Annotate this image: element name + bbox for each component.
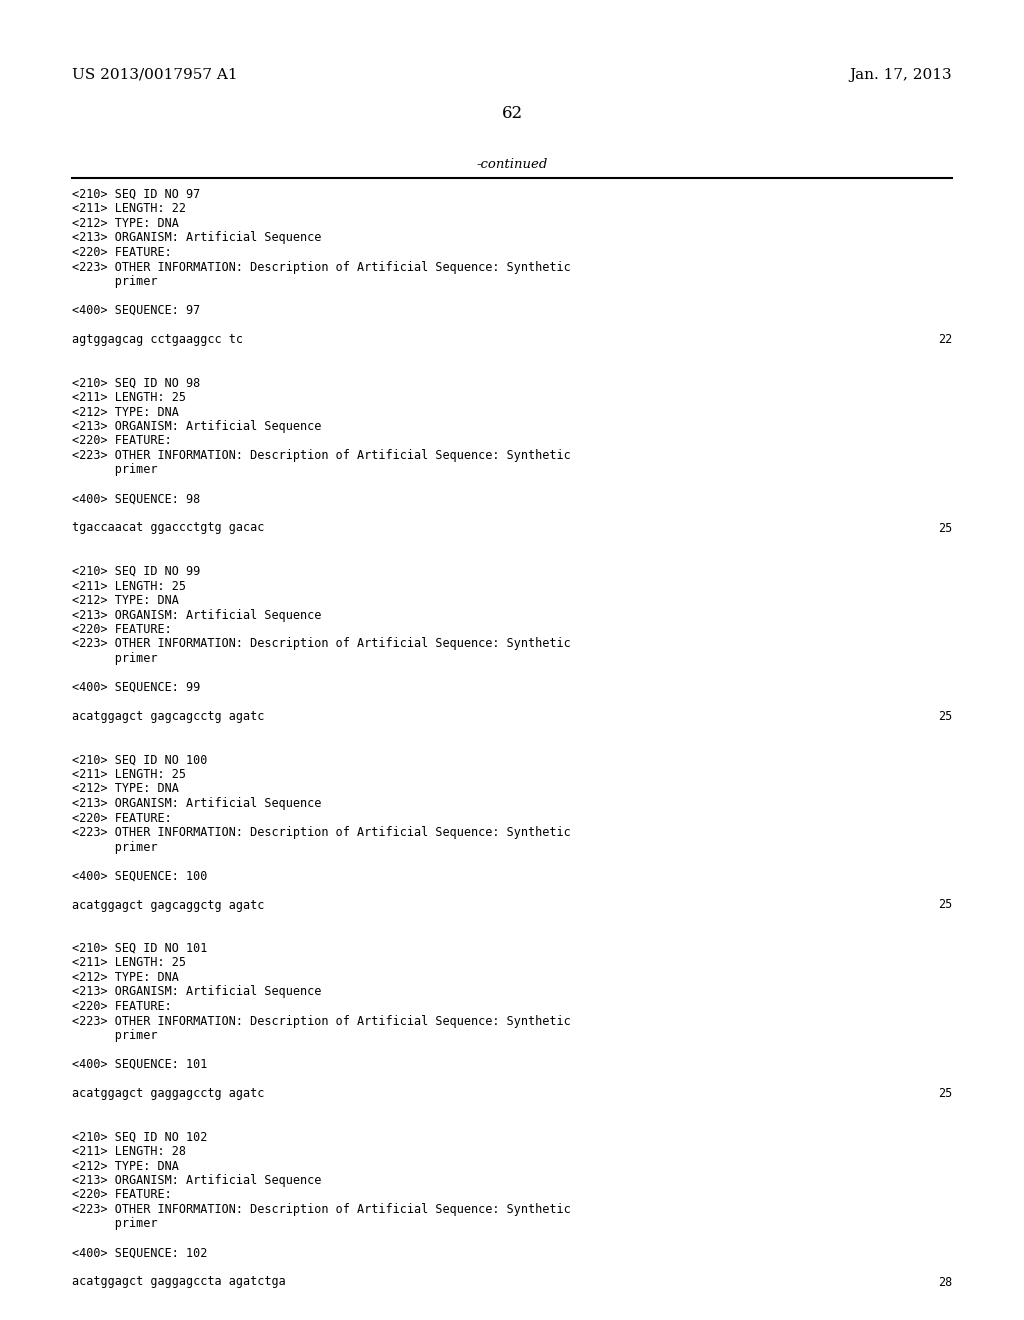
Text: 28: 28 <box>938 1275 952 1288</box>
Text: <223> OTHER INFORMATION: Description of Artificial Sequence: Synthetic: <223> OTHER INFORMATION: Description of … <box>72 638 570 651</box>
Text: acatggagct gagcaggctg agatc: acatggagct gagcaggctg agatc <box>72 899 264 912</box>
Text: agtggagcag cctgaaggcc tc: agtggagcag cctgaaggcc tc <box>72 333 243 346</box>
Text: primer: primer <box>72 652 158 665</box>
Text: 62: 62 <box>502 106 522 121</box>
Text: primer: primer <box>72 1217 158 1230</box>
Text: <220> FEATURE:: <220> FEATURE: <box>72 246 172 259</box>
Text: Jan. 17, 2013: Jan. 17, 2013 <box>849 69 952 82</box>
Text: <220> FEATURE:: <220> FEATURE: <box>72 1001 172 1012</box>
Text: 25: 25 <box>938 710 952 723</box>
Text: <213> ORGANISM: Artificial Sequence: <213> ORGANISM: Artificial Sequence <box>72 986 322 998</box>
Text: <213> ORGANISM: Artificial Sequence: <213> ORGANISM: Artificial Sequence <box>72 797 322 810</box>
Text: <400> SEQUENCE: 97: <400> SEQUENCE: 97 <box>72 304 201 317</box>
Text: US 2013/0017957 A1: US 2013/0017957 A1 <box>72 69 238 82</box>
Text: <211> LENGTH: 28: <211> LENGTH: 28 <box>72 1144 186 1158</box>
Text: <223> OTHER INFORMATION: Description of Artificial Sequence: Synthetic: <223> OTHER INFORMATION: Description of … <box>72 826 570 840</box>
Text: <212> TYPE: DNA: <212> TYPE: DNA <box>72 405 179 418</box>
Text: 25: 25 <box>938 1086 952 1100</box>
Text: <211> LENGTH: 25: <211> LENGTH: 25 <box>72 579 186 593</box>
Text: <212> TYPE: DNA: <212> TYPE: DNA <box>72 1159 179 1172</box>
Text: <211> LENGTH: 25: <211> LENGTH: 25 <box>72 957 186 969</box>
Text: <223> OTHER INFORMATION: Description of Artificial Sequence: Synthetic: <223> OTHER INFORMATION: Description of … <box>72 1015 570 1027</box>
Text: <213> ORGANISM: Artificial Sequence: <213> ORGANISM: Artificial Sequence <box>72 1173 322 1187</box>
Text: <400> SEQUENCE: 99: <400> SEQUENCE: 99 <box>72 681 201 694</box>
Text: <210> SEQ ID NO 97: <210> SEQ ID NO 97 <box>72 187 201 201</box>
Text: primer: primer <box>72 841 158 854</box>
Text: <211> LENGTH: 25: <211> LENGTH: 25 <box>72 768 186 781</box>
Text: <400> SEQUENCE: 102: <400> SEQUENCE: 102 <box>72 1246 208 1259</box>
Text: <212> TYPE: DNA: <212> TYPE: DNA <box>72 783 179 796</box>
Text: <213> ORGANISM: Artificial Sequence: <213> ORGANISM: Artificial Sequence <box>72 609 322 622</box>
Text: <211> LENGTH: 22: <211> LENGTH: 22 <box>72 202 186 215</box>
Text: <220> FEATURE:: <220> FEATURE: <box>72 1188 172 1201</box>
Text: <213> ORGANISM: Artificial Sequence: <213> ORGANISM: Artificial Sequence <box>72 420 322 433</box>
Text: 22: 22 <box>938 333 952 346</box>
Text: <210> SEQ ID NO 101: <210> SEQ ID NO 101 <box>72 942 208 954</box>
Text: <212> TYPE: DNA: <212> TYPE: DNA <box>72 216 179 230</box>
Text: <223> OTHER INFORMATION: Description of Artificial Sequence: Synthetic: <223> OTHER INFORMATION: Description of … <box>72 1203 570 1216</box>
Text: primer: primer <box>72 275 158 288</box>
Text: <210> SEQ ID NO 99: <210> SEQ ID NO 99 <box>72 565 201 578</box>
Text: <210> SEQ ID NO 98: <210> SEQ ID NO 98 <box>72 376 201 389</box>
Text: acatggagct gaggagcctg agatc: acatggagct gaggagcctg agatc <box>72 1086 264 1100</box>
Text: primer: primer <box>72 1030 158 1041</box>
Text: <223> OTHER INFORMATION: Description of Artificial Sequence: Synthetic: <223> OTHER INFORMATION: Description of … <box>72 260 570 273</box>
Text: <400> SEQUENCE: 98: <400> SEQUENCE: 98 <box>72 492 201 506</box>
Text: acatggagct gaggagccta agatctga: acatggagct gaggagccta agatctga <box>72 1275 286 1288</box>
Text: <220> FEATURE:: <220> FEATURE: <box>72 434 172 447</box>
Text: -continued: -continued <box>476 158 548 172</box>
Text: 25: 25 <box>938 521 952 535</box>
Text: <400> SEQUENCE: 100: <400> SEQUENCE: 100 <box>72 870 208 883</box>
Text: <210> SEQ ID NO 100: <210> SEQ ID NO 100 <box>72 754 208 767</box>
Text: tgaccaacat ggaccctgtg gacac: tgaccaacat ggaccctgtg gacac <box>72 521 264 535</box>
Text: <400> SEQUENCE: 101: <400> SEQUENCE: 101 <box>72 1059 208 1071</box>
Text: <223> OTHER INFORMATION: Description of Artificial Sequence: Synthetic: <223> OTHER INFORMATION: Description of … <box>72 449 570 462</box>
Text: <212> TYPE: DNA: <212> TYPE: DNA <box>72 972 179 983</box>
Text: <210> SEQ ID NO 102: <210> SEQ ID NO 102 <box>72 1130 208 1143</box>
Text: acatggagct gagcagcctg agatc: acatggagct gagcagcctg agatc <box>72 710 264 723</box>
Text: <211> LENGTH: 25: <211> LENGTH: 25 <box>72 391 186 404</box>
Text: <220> FEATURE:: <220> FEATURE: <box>72 623 172 636</box>
Text: <212> TYPE: DNA: <212> TYPE: DNA <box>72 594 179 607</box>
Text: 25: 25 <box>938 899 952 912</box>
Text: primer: primer <box>72 463 158 477</box>
Text: <220> FEATURE:: <220> FEATURE: <box>72 812 172 825</box>
Text: <213> ORGANISM: Artificial Sequence: <213> ORGANISM: Artificial Sequence <box>72 231 322 244</box>
